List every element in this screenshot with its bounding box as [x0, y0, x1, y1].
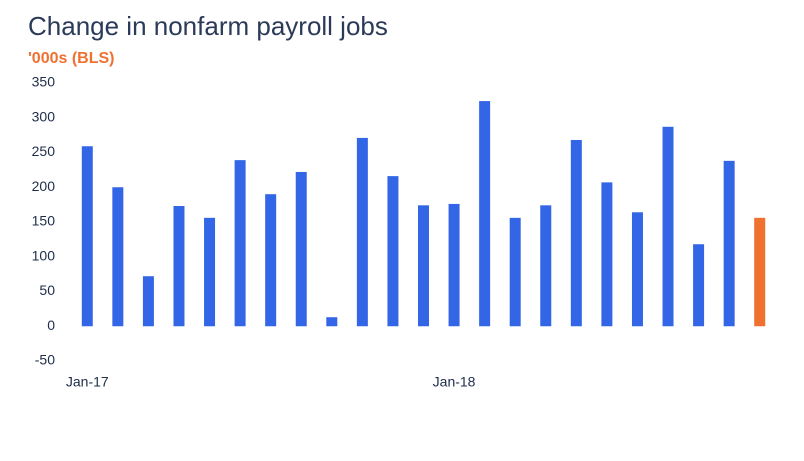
bar	[387, 176, 399, 327]
bar	[570, 139, 582, 327]
bar	[723, 160, 735, 327]
bar	[631, 212, 643, 327]
bar	[540, 205, 552, 327]
y-tick-label: 150	[32, 213, 56, 229]
bar	[754, 217, 766, 327]
chart-subtitle: '000s (BLS)	[28, 50, 115, 67]
bar	[601, 182, 613, 327]
bar	[265, 194, 277, 327]
y-tick-label: 200	[32, 178, 56, 194]
bar	[356, 137, 368, 327]
y-tick-label: 250	[32, 143, 56, 159]
bar	[142, 276, 154, 327]
bar	[448, 203, 460, 327]
bar	[479, 101, 491, 327]
x-tick-label: Jan-17	[66, 374, 109, 390]
bar	[509, 217, 521, 327]
bar	[112, 187, 124, 327]
chart-title: Change in nonfarm payroll jobs	[28, 11, 388, 41]
bar	[204, 217, 216, 327]
y-tick-label: -50	[35, 352, 55, 368]
x-tick-label: Jan-18	[433, 374, 476, 390]
y-tick-label: 100	[32, 247, 56, 263]
bar	[173, 206, 185, 327]
bar	[326, 317, 338, 327]
bar	[693, 244, 705, 327]
bar	[418, 205, 429, 327]
y-tick-label: 350	[32, 74, 56, 90]
bar	[295, 171, 307, 327]
y-tick-label: 300	[32, 108, 56, 124]
y-tick-label: 50	[39, 282, 55, 298]
y-tick-label: 0	[47, 317, 55, 333]
bar	[81, 146, 93, 327]
bar	[234, 160, 246, 327]
bar	[662, 126, 674, 327]
